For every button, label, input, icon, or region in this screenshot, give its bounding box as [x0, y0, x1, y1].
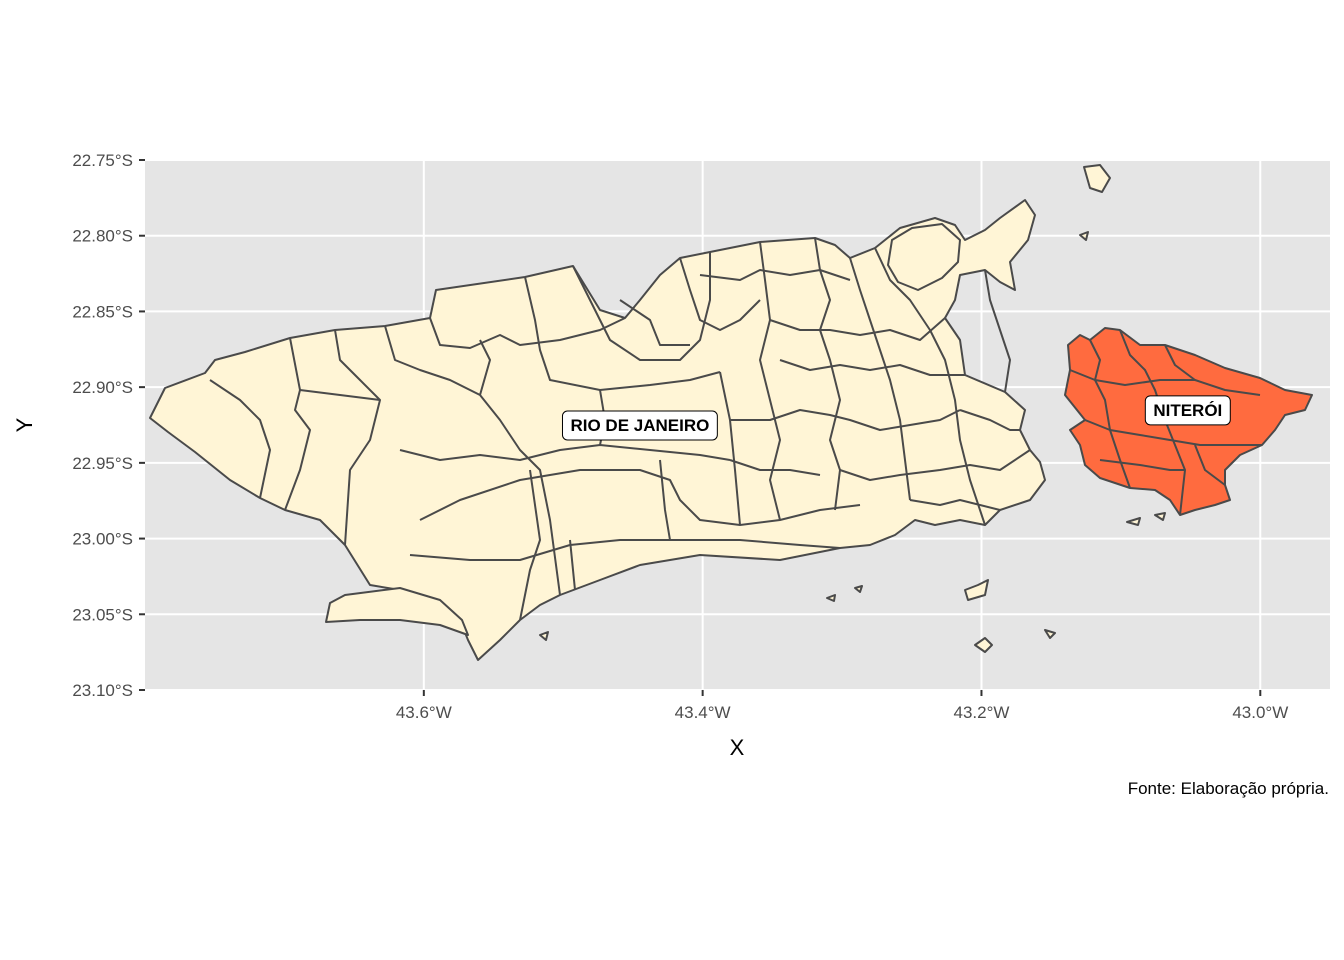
island — [854, 585, 863, 593]
bairro-boundary — [679, 257, 761, 331]
rio-neighborhood-boundaries — [209, 237, 1031, 621]
bairro-boundary — [1089, 339, 1131, 489]
small-islands — [539, 231, 1166, 653]
bairro-boundary — [524, 276, 721, 391]
island — [1154, 512, 1166, 521]
place-label-rio-de-janeiro: RIO DE JANEIRO — [570, 416, 709, 435]
x-tick-label: 43.4°W — [675, 703, 731, 722]
island — [1044, 629, 1056, 639]
bairro-boundary — [1099, 459, 1185, 471]
bairro-boundary — [419, 469, 861, 526]
bairro-boundary — [959, 409, 1020, 431]
bairro-boundary — [519, 469, 541, 621]
place-label-niter-i: NITERÓI — [1153, 401, 1222, 420]
island — [1079, 231, 1089, 241]
x-tick-label: 43.2°W — [954, 703, 1010, 722]
y-axis-title: Y — [12, 417, 37, 432]
bairro-boundary — [769, 317, 946, 341]
x-axis: 43.6°W 43.4°W 43.2°W 43.0°W — [396, 690, 1288, 722]
bairro-boundary — [699, 269, 851, 281]
bairro-boundary — [659, 459, 671, 541]
y-tick-label: 23.10°S — [72, 681, 133, 700]
x-tick-label: 43.6°W — [396, 703, 452, 722]
island — [539, 631, 549, 641]
bairro-boundary — [1069, 369, 1261, 396]
bairro-boundary — [719, 371, 741, 526]
bairro-boundary — [779, 359, 965, 376]
bairro-boundary — [479, 339, 491, 396]
y-tick-label: 22.95°S — [72, 454, 133, 473]
bairro-boundary — [839, 449, 1031, 481]
bairro-boundary — [729, 459, 821, 476]
bairro-boundary — [569, 539, 576, 591]
bairro-boundary — [1084, 419, 1262, 446]
bairro-boundary — [1164, 344, 1196, 381]
barra-da-tijuca-sandbar — [325, 587, 469, 636]
place-label-box — [1144, 395, 1231, 426]
ilha-do-governador — [887, 223, 961, 291]
bairro-boundary — [619, 299, 690, 346]
x-tick-label: 43.0°W — [1232, 703, 1288, 722]
y-tick-label: 23.00°S — [72, 530, 133, 549]
bairro-boundary — [730, 409, 961, 431]
bairro-boundary — [814, 237, 841, 511]
y-tick-label: 22.90°S — [72, 378, 133, 397]
island — [1126, 517, 1141, 526]
place-label-box — [561, 410, 718, 441]
bairro-boundary — [874, 247, 986, 526]
island — [974, 637, 993, 653]
ilha-paqueta — [1083, 164, 1111, 193]
bairro-boundary — [284, 337, 311, 511]
bairro-boundary — [909, 499, 1001, 511]
y-tick-label: 22.85°S — [72, 302, 133, 321]
bairro-boundary — [572, 252, 711, 361]
place-labels: RIO DE JANEIRO NITERÓI — [561, 395, 1231, 441]
bairro-boundary — [1194, 444, 1226, 486]
island — [964, 579, 989, 601]
bairro-boundary — [984, 269, 1011, 393]
bairro-boundary — [409, 539, 841, 561]
y-axis: 22.75°S 22.80°S 22.85°S 22.90°S 22.95°S 23.00… — [72, 151, 145, 700]
bairro-boundary — [849, 257, 911, 501]
bairro-boundary — [384, 325, 561, 596]
bairro-boundary — [429, 317, 626, 349]
source-caption: Fonte: Elaboração própria. — [1128, 779, 1329, 798]
bairro-boundary — [209, 379, 271, 499]
x-axis-title: X — [730, 735, 745, 760]
bairro-boundary — [399, 444, 731, 461]
y-tick-label: 22.75°S — [72, 151, 133, 170]
island — [826, 594, 836, 602]
bairro-boundary — [759, 241, 781, 521]
y-tick-label: 23.05°S — [72, 605, 133, 624]
y-tick-label: 22.80°S — [72, 227, 133, 246]
bairro-boundary — [299, 389, 381, 401]
